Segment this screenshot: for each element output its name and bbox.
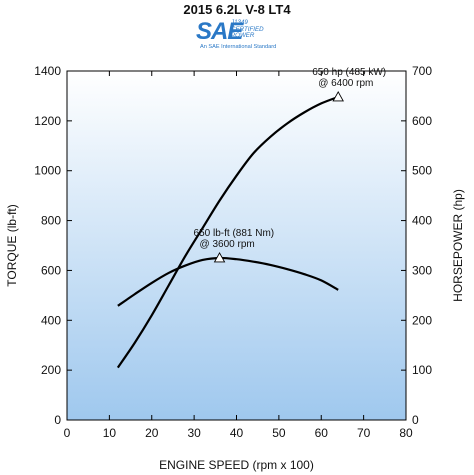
y-axis-label-left: TORQUE (lb-ft) — [5, 204, 19, 286]
x-axis-label: ENGINE SPEED (rpm x 100) — [159, 458, 314, 472]
y-tick-label-right: 400 — [412, 214, 432, 228]
sae-certified-power-logo: SAE J1349 CERTIFIED POWER An SAE Interna… — [196, 19, 296, 51]
y-tick-label-left: 1400 — [34, 64, 61, 78]
y-tick-label-left: 400 — [41, 313, 61, 327]
sae-cert-line: POWER — [231, 32, 255, 40]
peak-annotation-line: 650 lb-ft (881 Nm) — [194, 228, 275, 239]
x-tick-label: 40 — [230, 426, 244, 440]
y-tick-label-left: 1000 — [34, 164, 61, 178]
plot-area — [67, 71, 406, 420]
x-tick-label: 20 — [145, 426, 159, 440]
sae-cert-text: J1349 CERTIFIED POWER — [231, 19, 264, 40]
y-tick-label-right: 0 — [412, 413, 419, 427]
y-tick-label-right: 600 — [412, 114, 432, 128]
sae-cert-line: J1349 — [231, 19, 248, 26]
annotations: 650 lb-ft (881 Nm)@ 3600 rpm 650 hp (485 … — [194, 67, 386, 263]
peak-marker — [332, 90, 344, 102]
y-tick-label-left: 800 — [41, 214, 61, 228]
x-tick-label: 70 — [357, 426, 371, 440]
y-tick-label-right: 200 — [412, 313, 432, 327]
curves — [116, 95, 339, 369]
tick-labels: 0 10 20 30 40 50 60 70 8002004006008001000120014… — [34, 64, 432, 440]
tick-marks — [66, 70, 407, 421]
x-tick-label: 30 — [187, 426, 201, 440]
y-tick-label-left: 1200 — [34, 114, 61, 128]
y-tick-label-right: 300 — [412, 263, 432, 277]
peak-annotation-line: 650 hp (485 kW) — [312, 67, 386, 78]
x-tick-label: 80 — [399, 426, 413, 440]
peak-annotation-line: @ 3600 rpm — [200, 239, 255, 250]
x-tick-label: 60 — [315, 426, 329, 440]
y-tick-label-left: 0 — [54, 413, 61, 427]
x-tick-label: 10 — [103, 426, 117, 440]
x-tick-label: 50 — [272, 426, 286, 440]
y-tick-label-left: 600 — [41, 263, 61, 277]
y-axis-label-right: HORSEPOWER (hp) — [451, 189, 465, 302]
sae-logo-mark: SAE — [196, 18, 243, 45]
y-tick-label-right: 500 — [412, 164, 432, 178]
chart-title: 2015 6.2L V-8 LT4 — [183, 2, 291, 17]
y-tick-label-left: 200 — [41, 363, 61, 377]
y-tick-label-right: 100 — [412, 363, 432, 377]
y-tick-label-right: 700 — [412, 64, 432, 78]
x-tick-label: 0 — [64, 426, 71, 440]
sae-cert-line: CERTIFIED — [231, 25, 264, 33]
peak-marker — [213, 252, 226, 263]
horsepower-curve — [116, 95, 339, 369]
torque-curve — [117, 256, 339, 307]
peak-annotation-line: @ 6400 rpm — [318, 78, 373, 89]
sae-subtitle: An SAE International Standard — [200, 44, 277, 50]
